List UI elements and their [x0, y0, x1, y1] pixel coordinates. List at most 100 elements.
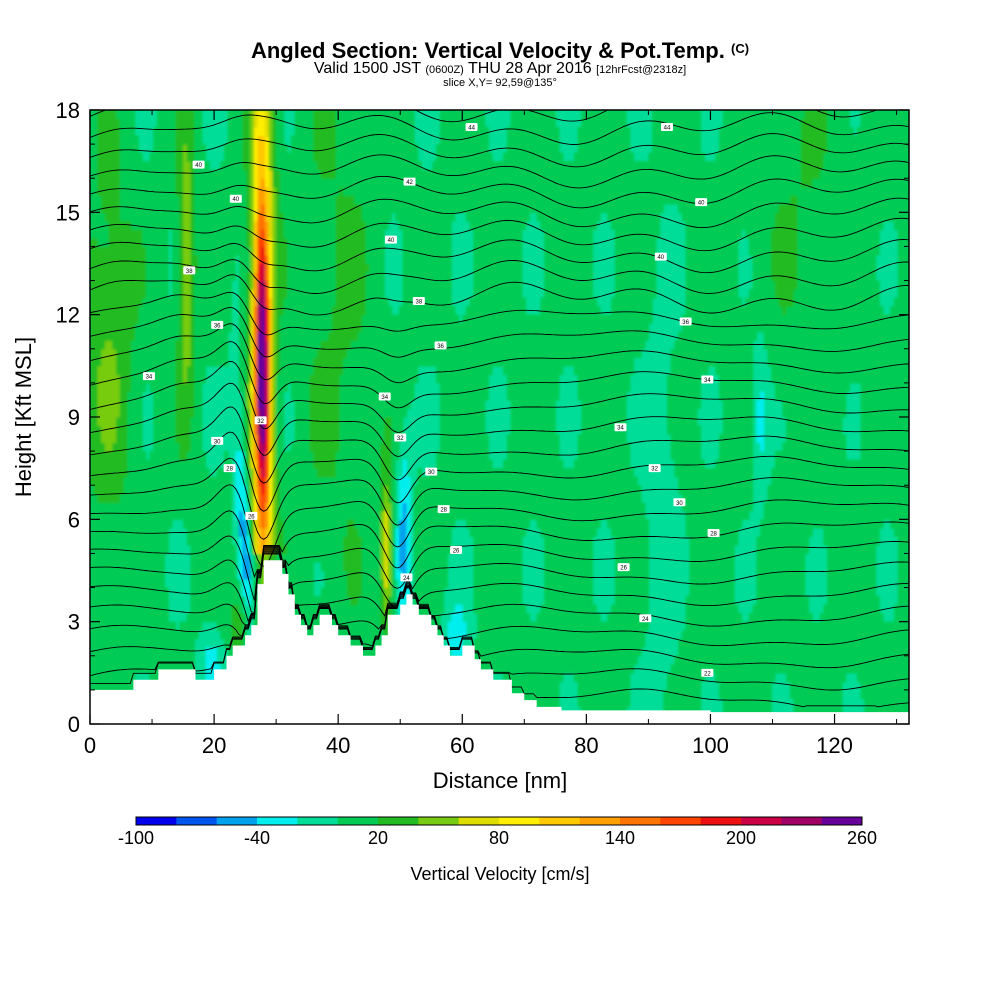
velocity-cell — [212, 544, 218, 554]
velocity-cell — [157, 434, 162, 444]
velocity-cell — [291, 348, 296, 358]
velocity-cell — [112, 596, 117, 606]
velocity-cell — [279, 195, 285, 205]
velocity-cell — [365, 186, 370, 196]
velocity-cell — [127, 263, 132, 273]
velocity-cell — [90, 655, 95, 665]
velocity-cell — [183, 510, 188, 520]
velocity-cell — [175, 408, 180, 418]
velocity-cell — [358, 638, 363, 648]
velocity-cell — [332, 229, 337, 239]
velocity-cell — [194, 510, 199, 520]
velocity-cell — [346, 178, 352, 188]
velocity-cell — [101, 195, 106, 205]
velocity-cell — [93, 127, 98, 137]
velocity-cell — [305, 562, 311, 572]
velocity-cell — [123, 374, 128, 384]
velocity-cell — [335, 579, 340, 589]
velocity-cell — [291, 306, 296, 316]
velocity-cell — [160, 289, 165, 299]
velocity-cell — [224, 289, 229, 299]
velocity-cell — [127, 476, 132, 486]
velocity-cell — [138, 237, 143, 247]
velocity-cell — [142, 468, 147, 478]
velocity-cell — [309, 186, 314, 196]
velocity-cell — [302, 459, 307, 469]
velocity-cell — [119, 110, 125, 120]
velocity-cell — [235, 485, 240, 495]
velocity-cell — [149, 672, 154, 682]
velocity-cell — [257, 263, 262, 273]
velocity-cell — [153, 169, 158, 179]
velocity-cell — [157, 570, 162, 580]
velocity-cell — [250, 485, 255, 495]
velocity-cell — [358, 374, 363, 384]
velocity-cell — [101, 562, 106, 572]
velocity-cell — [104, 357, 110, 367]
velocity-cell — [216, 203, 221, 213]
velocity-cell — [253, 527, 259, 537]
velocity-cell — [365, 331, 370, 341]
velocity-cell — [183, 161, 188, 171]
velocity-cell — [224, 570, 229, 580]
velocity-cell — [279, 203, 285, 213]
velocity-cell — [119, 152, 125, 162]
velocity-cell — [116, 553, 121, 563]
velocity-cell — [268, 323, 273, 333]
velocity-cell — [127, 246, 132, 256]
velocity-cell — [171, 297, 177, 307]
velocity-cell — [268, 220, 273, 230]
velocity-cell — [149, 220, 154, 230]
velocity-cell — [145, 502, 151, 512]
velocity-cell — [369, 152, 374, 162]
velocity-cell — [97, 519, 102, 529]
velocity-cell — [160, 178, 165, 188]
velocity-cell — [209, 493, 214, 503]
velocity-cell — [298, 255, 303, 265]
velocity-cell — [302, 186, 307, 196]
velocity-cell — [171, 510, 177, 520]
velocity-cell — [335, 289, 340, 299]
velocity-cell — [250, 255, 255, 265]
velocity-cell — [119, 681, 125, 691]
velocity-cell — [268, 348, 273, 358]
velocity-cell — [354, 621, 359, 631]
velocity-cell — [261, 442, 266, 452]
velocity-cell — [250, 246, 255, 256]
velocity-cell — [268, 527, 273, 537]
velocity-cell — [97, 672, 102, 682]
velocity-cell — [265, 169, 270, 179]
velocity-cell — [145, 161, 151, 171]
velocity-cell — [168, 655, 173, 665]
velocity-cell — [253, 212, 259, 222]
velocity-cell — [235, 178, 240, 188]
velocity-cell — [142, 331, 147, 341]
velocity-cell — [369, 442, 374, 452]
velocity-cell — [97, 297, 102, 307]
velocity-cell — [224, 630, 229, 640]
velocity-cell — [104, 306, 110, 316]
velocity-cell — [186, 476, 192, 486]
velocity-cell — [205, 476, 210, 486]
velocity-cell — [346, 348, 352, 358]
velocity-cell — [179, 237, 184, 247]
velocity-cell — [257, 425, 262, 435]
velocity-cell — [302, 161, 307, 171]
velocity-cell — [153, 161, 158, 171]
velocity-cell — [324, 485, 329, 495]
velocity-cell — [134, 638, 139, 648]
velocity-cell — [298, 417, 303, 427]
velocity-cell — [372, 135, 378, 145]
velocity-cell — [183, 459, 188, 469]
velocity-cell — [246, 553, 251, 563]
velocity-cell — [324, 280, 329, 290]
velocity-cell — [134, 365, 139, 375]
velocity-cell — [157, 664, 162, 674]
velocity-cell — [302, 468, 307, 478]
velocity-cell — [97, 451, 102, 461]
velocity-cell — [372, 272, 378, 282]
velocity-cell — [142, 314, 147, 324]
velocity-cell — [108, 536, 113, 546]
velocity-cell — [261, 579, 266, 589]
velocity-cell — [332, 110, 337, 120]
